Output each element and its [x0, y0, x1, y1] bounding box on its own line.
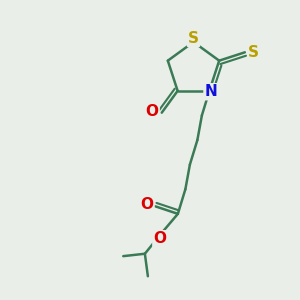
Text: O: O — [140, 197, 154, 212]
Text: S: S — [248, 45, 260, 60]
Text: O: O — [146, 104, 159, 119]
Text: O: O — [153, 231, 167, 246]
Text: N: N — [205, 84, 217, 99]
Text: S: S — [188, 31, 199, 46]
